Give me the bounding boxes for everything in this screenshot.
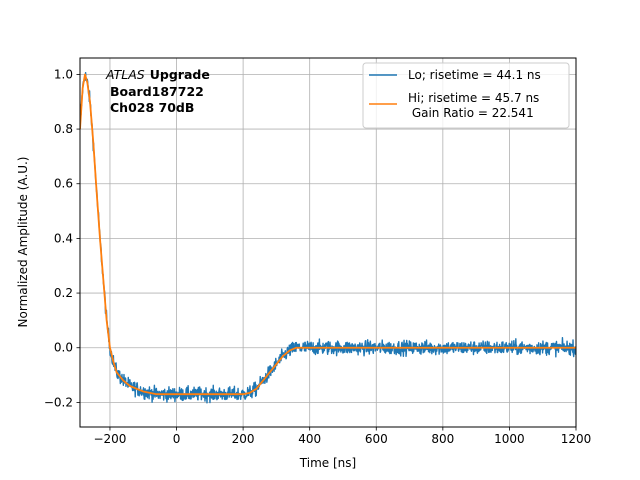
series-layer <box>80 71 576 404</box>
y-tick-label: −0.2 <box>44 395 73 409</box>
annotation-atlas: ATLAS <box>105 67 145 82</box>
x-tick-label: 600 <box>365 432 388 446</box>
annotation-upgrade: Upgrade <box>150 67 210 82</box>
y-tick-label: 0.0 <box>54 341 73 355</box>
y-tick-label: 0.2 <box>54 286 73 300</box>
x-tick-label: −200 <box>93 432 126 446</box>
x-tick-label: 200 <box>232 432 255 446</box>
series-line-lo <box>80 71 576 404</box>
legend-label-hi: Hi; risetime = 45.7 ns Gain Ratio = 22.5… <box>408 91 539 120</box>
legend: Lo; risetime = 44.1 ns Hi; risetime = 45… <box>362 62 570 129</box>
x-tick-label: 1000 <box>494 432 525 446</box>
y-tick-label: 0.8 <box>54 122 73 136</box>
y-tick-label: 1.0 <box>54 67 73 81</box>
y-axis-label: Normalized Amplitude (A.U.) <box>16 157 30 328</box>
y-axis-ticks: −0.2 0.0 0.2 0.4 0.6 0.8 1.0 <box>44 67 80 409</box>
plot-frame <box>79 57 577 428</box>
annotation-line1: ATLAS Upgrade <box>105 67 210 82</box>
x-axis-ticks: −200 0 200 400 600 800 1000 1200 <box>93 427 591 446</box>
legend-label-lo: Lo; risetime = 44.1 ns <box>408 68 541 82</box>
annotation: ATLAS Upgrade Board187722 Ch028 70dB <box>105 67 210 115</box>
y-tick-label: 0.4 <box>54 231 73 245</box>
series-line-hi <box>80 73 576 396</box>
x-tick-label: 400 <box>298 432 321 446</box>
x-tick-label: 0 <box>173 432 181 446</box>
y-tick-label: 0.6 <box>54 177 73 191</box>
legend-frame <box>362 62 570 129</box>
annotation-board: Board187722 <box>110 84 204 99</box>
x-axis-label: Time [ns] <box>299 456 356 470</box>
x-tick-label: 1200 <box>561 432 592 446</box>
annotation-channel: Ch028 70dB <box>110 100 194 115</box>
x-tick-label: 800 <box>431 432 454 446</box>
